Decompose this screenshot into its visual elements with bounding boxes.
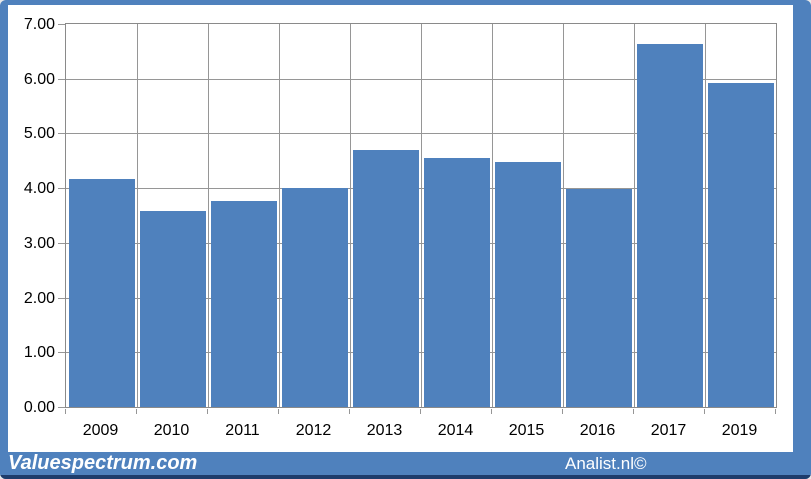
bar-2010 bbox=[139, 211, 206, 407]
footer-bar: Valuespectrum.com Analist.nl© bbox=[0, 452, 811, 475]
x-tick-mark bbox=[349, 409, 350, 414]
valuespectrum-logo: Valuespectrum.com bbox=[8, 452, 198, 474]
x-tick-mark bbox=[633, 409, 634, 414]
bar-2017 bbox=[636, 44, 703, 407]
y-tick-mark bbox=[58, 407, 65, 408]
footer-accent-line bbox=[0, 475, 811, 479]
y-tick-label: 0.00 bbox=[23, 399, 55, 416]
bar-2009 bbox=[68, 179, 135, 407]
v-gridline bbox=[563, 24, 564, 407]
bar-2015 bbox=[494, 162, 561, 407]
v-gridline bbox=[492, 24, 493, 407]
analist-credit: Analist.nl© bbox=[565, 454, 647, 473]
y-tick-label: 4.00 bbox=[23, 180, 55, 198]
v-gridline bbox=[350, 24, 351, 407]
x-tick-mark bbox=[562, 409, 563, 414]
x-tick-mark bbox=[704, 409, 705, 414]
y-tick-mark bbox=[58, 78, 65, 80]
y-tick-mark bbox=[58, 188, 65, 190]
x-tick-label: 2012 bbox=[295, 422, 332, 439]
y-tick-mark bbox=[58, 242, 65, 244]
y-tick-mark bbox=[58, 297, 65, 299]
bar-2016 bbox=[565, 189, 632, 407]
y-tick-label: 1.00 bbox=[23, 344, 55, 362]
y-tick-mark bbox=[58, 24, 65, 25]
x-tick-label: 2009 bbox=[82, 422, 119, 439]
x-tick-label: 2016 bbox=[579, 422, 616, 439]
bar-2013 bbox=[352, 150, 419, 407]
y-tick-label: 6.00 bbox=[23, 70, 55, 88]
y-tick-mark bbox=[58, 133, 65, 135]
y-tick-label: 3.00 bbox=[23, 234, 55, 252]
bar-2019 bbox=[707, 83, 774, 407]
x-tick-mark bbox=[207, 409, 208, 414]
v-gridline bbox=[137, 24, 138, 407]
v-gridline bbox=[208, 24, 209, 407]
x-tick-label: 2014 bbox=[437, 422, 474, 439]
y-tick-label: 2.00 bbox=[23, 289, 55, 307]
x-tick-mark bbox=[65, 409, 66, 414]
x-tick-mark bbox=[278, 409, 279, 414]
x-tick-label: 2013 bbox=[366, 422, 403, 439]
x-tick-label: 2011 bbox=[225, 422, 260, 439]
bar-2014 bbox=[423, 157, 490, 407]
plot-area bbox=[65, 23, 777, 408]
y-tick-label: 7.00 bbox=[23, 16, 55, 33]
y-tick-label: 5.00 bbox=[23, 125, 55, 143]
x-tick-mark bbox=[136, 409, 137, 414]
bar-2011 bbox=[210, 200, 277, 407]
x-tick-mark bbox=[491, 409, 492, 414]
x-tick-label: 2010 bbox=[153, 422, 190, 439]
v-gridline bbox=[634, 24, 635, 407]
x-tick-label: 2015 bbox=[508, 422, 545, 439]
x-tick-label: 2017 bbox=[650, 422, 687, 439]
x-tick-mark bbox=[420, 409, 421, 414]
y-tick-mark bbox=[58, 352, 65, 354]
x-tick-label: 2019 bbox=[721, 422, 758, 439]
x-tick-mark bbox=[775, 409, 776, 414]
v-gridline bbox=[279, 24, 280, 407]
v-gridline bbox=[705, 24, 706, 407]
bar-2012 bbox=[281, 188, 348, 407]
v-gridline bbox=[421, 24, 422, 407]
